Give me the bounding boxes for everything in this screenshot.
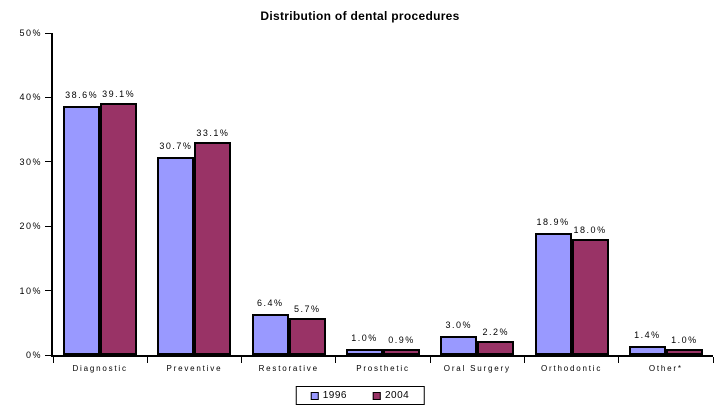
x-axis-tick (618, 357, 620, 363)
bar-label-2004-prosthetic: 0.9% (388, 335, 415, 346)
bar-label-2004-oral-surgery: 2.2% (482, 326, 510, 337)
bar-label-1996-restorative: 6.4% (256, 297, 284, 308)
bar-label-2004-other: 1.0% (671, 334, 698, 345)
bar-label-1996-other: 1.4% (634, 329, 661, 340)
bar-label-2004-restorative: 5.7% (293, 304, 321, 315)
x-axis-tick (523, 357, 525, 363)
category-label-preventive: Preventive (166, 364, 223, 373)
bar-label-1996-orthodontic: 18.9% (536, 217, 570, 228)
bar-2004-prosthetic (383, 349, 420, 355)
category-label-oral-surgery: Oral Surgery (443, 364, 511, 373)
bar-1996-oral-surgery (440, 335, 478, 355)
x-axis-tick (146, 357, 148, 363)
bar-2004-restorative (288, 318, 326, 355)
y-axis-tick-label: 0% (25, 350, 42, 360)
bar-1996-diagnostic (63, 106, 101, 355)
bar-label-1996-diagnostic: 38.6% (65, 90, 99, 101)
legend-label-1996: 1996 (322, 390, 347, 401)
y-axis-tick (45, 290, 51, 292)
x-axis-tick (335, 357, 337, 363)
x-axis-line (51, 355, 713, 357)
bar-1996-prosthetic (346, 348, 383, 355)
y-axis-tick (45, 225, 51, 227)
category-label-prosthetic: Prosthetic (356, 364, 410, 373)
bar-1996-orthodontic (534, 233, 572, 355)
bar-label-2004-preventive: 33.1% (196, 127, 230, 138)
x-axis-tick (52, 357, 54, 363)
legend-item-2004: 2004 (373, 390, 409, 401)
chart-title: Distribution of dental procedures (260, 9, 460, 23)
category-label-other: Other* (648, 364, 683, 373)
y-axis-tick-label: 20% (19, 221, 42, 232)
bar-1996-preventive (157, 157, 195, 355)
legend-item-1996: 1996 (310, 390, 347, 401)
y-axis-tick-label: 50% (19, 28, 42, 38)
bar-2004-oral-surgery (477, 340, 515, 355)
bar-label-2004-orthodontic: 18.0% (573, 225, 607, 236)
x-axis-tick (241, 357, 243, 363)
category-label-diagnostic: Diagnostic (72, 364, 128, 373)
category-label-restorative: Restorative (258, 364, 319, 373)
y-axis-tick-label: 30% (19, 156, 42, 167)
category-label-orthodontic: Orthodontic (540, 364, 603, 373)
bar-label-2004-diagnostic: 39.1% (102, 89, 136, 100)
x-axis-tick (712, 357, 714, 363)
x-axis-tick (429, 357, 431, 363)
y-axis-tick-label: 10% (19, 285, 42, 296)
y-axis-tick-label: 40% (19, 92, 42, 103)
legend-label-2004: 2004 (385, 390, 410, 401)
bar-label-1996-preventive: 30.7% (159, 141, 193, 152)
bar-2004-diagnostic (100, 103, 138, 355)
y-axis-tick (45, 96, 51, 98)
legend-swatch-1996-icon (310, 391, 319, 400)
bar-1996-restorative (251, 313, 289, 355)
legend: 1996 2004 (295, 386, 425, 405)
bar-2004-orthodontic (571, 239, 609, 355)
bar-2004-preventive (194, 141, 232, 355)
bar-label-1996-prosthetic: 1.0% (351, 332, 378, 343)
y-axis-tick (45, 354, 51, 356)
y-axis-line (51, 33, 53, 357)
legend-swatch-2004-icon (373, 391, 381, 400)
y-axis-tick (45, 161, 51, 163)
bar-label-1996-oral-surgery: 3.0% (445, 319, 473, 330)
bar-2004-other (665, 348, 703, 355)
y-axis-tick (45, 32, 51, 34)
bar-1996-other (628, 345, 666, 355)
